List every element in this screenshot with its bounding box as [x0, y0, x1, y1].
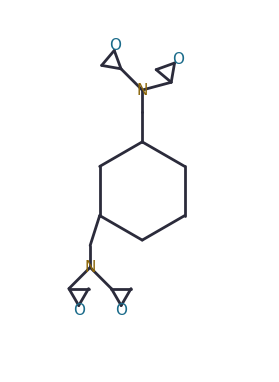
- Text: N: N: [85, 260, 96, 275]
- Text: N: N: [136, 83, 148, 97]
- Text: O: O: [115, 303, 127, 318]
- Text: O: O: [73, 303, 85, 318]
- Text: O: O: [109, 38, 121, 53]
- Text: O: O: [172, 52, 184, 67]
